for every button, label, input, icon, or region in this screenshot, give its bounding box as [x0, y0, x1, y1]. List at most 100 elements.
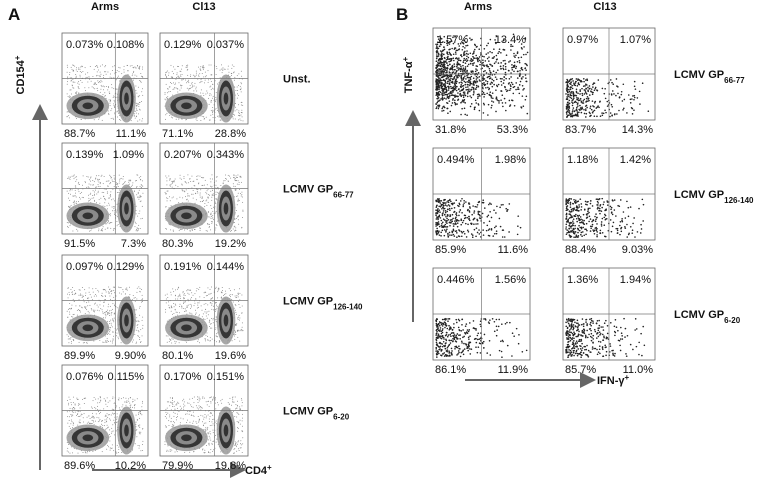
event — [207, 216, 209, 218]
event — [496, 84, 498, 87]
event — [139, 119, 141, 121]
event — [136, 436, 138, 438]
event — [129, 294, 131, 296]
event — [207, 201, 209, 203]
event — [137, 113, 139, 115]
event — [209, 396, 211, 398]
density-contour — [223, 92, 229, 105]
event — [216, 306, 218, 308]
event — [67, 447, 69, 449]
event — [194, 302, 196, 304]
event — [239, 188, 241, 190]
event — [218, 287, 220, 289]
event — [195, 290, 197, 292]
event — [105, 180, 107, 182]
event — [101, 228, 103, 230]
event — [223, 180, 225, 182]
event — [92, 291, 94, 293]
event — [138, 425, 140, 427]
event — [109, 174, 111, 176]
event — [114, 212, 116, 214]
event — [126, 64, 128, 66]
event — [164, 73, 166, 75]
event — [200, 227, 202, 229]
event — [98, 228, 100, 230]
event — [210, 229, 212, 231]
event — [169, 405, 171, 407]
event — [106, 309, 108, 311]
event — [214, 310, 216, 312]
event — [137, 229, 139, 231]
event — [236, 400, 238, 402]
event — [211, 443, 213, 445]
event — [435, 60, 438, 63]
event — [201, 407, 203, 409]
event — [236, 295, 238, 297]
event — [104, 95, 106, 97]
flow-plot: 0.076% 0.115%89.6% 10.2% — [61, 364, 149, 472]
event — [84, 306, 86, 308]
event — [485, 53, 488, 55]
event — [105, 341, 107, 343]
event — [242, 201, 244, 203]
event — [179, 228, 181, 230]
event — [68, 416, 70, 418]
event — [118, 407, 120, 409]
event — [68, 338, 70, 340]
event — [80, 119, 82, 121]
event — [172, 117, 174, 119]
event — [81, 287, 83, 289]
event — [74, 411, 76, 413]
event — [78, 341, 80, 343]
event — [114, 200, 116, 202]
event — [77, 183, 79, 185]
event — [476, 59, 479, 62]
event — [114, 434, 116, 436]
event — [73, 204, 75, 206]
event — [66, 222, 68, 224]
event — [166, 320, 168, 322]
event — [68, 117, 70, 119]
event — [232, 301, 234, 303]
event — [234, 443, 236, 445]
event — [196, 396, 198, 398]
event — [198, 420, 200, 422]
event — [175, 118, 177, 120]
event — [215, 441, 217, 443]
event — [198, 74, 200, 76]
event — [198, 182, 200, 184]
event — [96, 178, 98, 180]
event — [137, 120, 139, 122]
event — [209, 437, 211, 439]
density-contour — [181, 212, 192, 220]
event — [170, 81, 172, 83]
event — [211, 318, 213, 320]
event — [99, 397, 101, 399]
event — [164, 118, 166, 120]
event — [216, 438, 218, 440]
event — [176, 404, 178, 406]
event — [216, 336, 218, 338]
event — [70, 79, 72, 81]
event — [112, 424, 114, 426]
event — [112, 229, 114, 231]
event — [195, 313, 197, 315]
event — [488, 67, 491, 70]
label-sub: 126-140 — [333, 302, 363, 311]
event — [187, 410, 189, 412]
event — [122, 291, 124, 293]
event — [94, 88, 96, 90]
event — [76, 414, 78, 416]
event — [203, 318, 205, 320]
event — [87, 186, 89, 188]
event — [130, 120, 132, 122]
event — [168, 301, 170, 303]
event — [141, 406, 143, 408]
event — [200, 119, 202, 121]
event — [77, 452, 79, 454]
event — [201, 66, 203, 68]
event — [228, 71, 230, 73]
event — [113, 206, 115, 208]
event — [89, 180, 91, 182]
event — [478, 56, 481, 58]
